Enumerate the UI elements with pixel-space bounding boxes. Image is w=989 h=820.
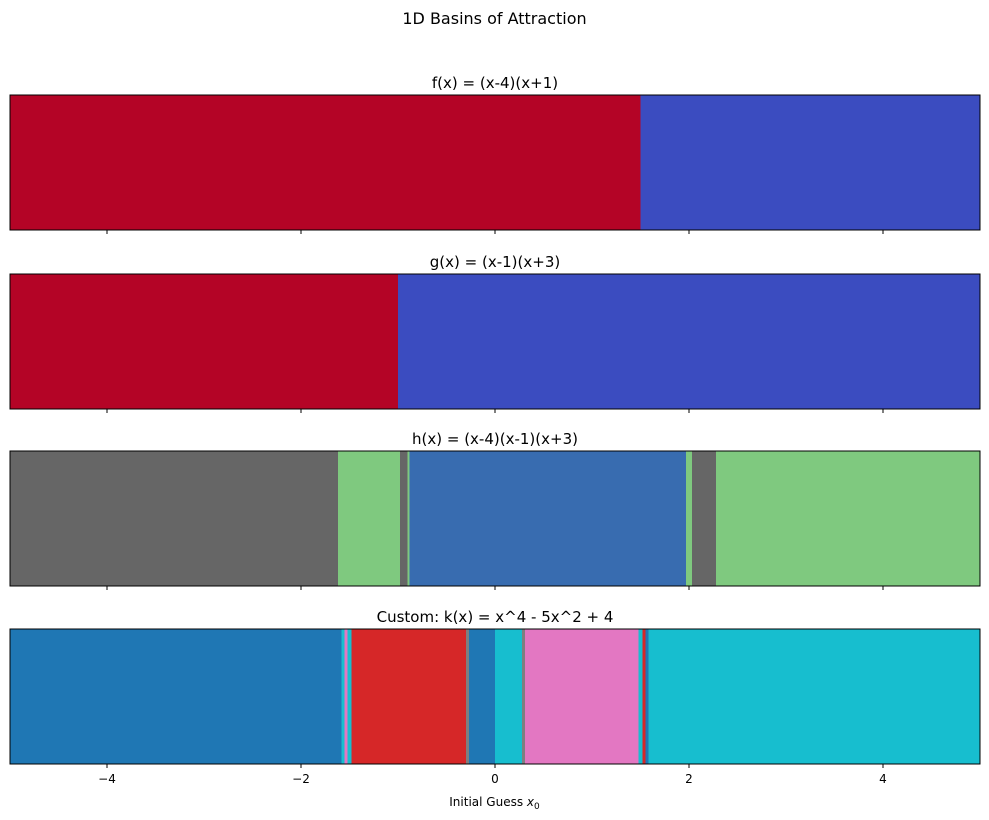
basin-segment bbox=[10, 629, 342, 764]
subplot-title: Custom: k(x) = x^4 - 5x^2 + 4 bbox=[377, 608, 614, 626]
basin-segment bbox=[522, 629, 526, 764]
basin-segment bbox=[645, 629, 649, 764]
basin-segment bbox=[642, 629, 646, 764]
basin-segment bbox=[347, 629, 352, 764]
basin-segment bbox=[10, 451, 338, 586]
basin-segment bbox=[351, 629, 466, 764]
basin-segment bbox=[10, 95, 641, 230]
subplot-1: f(x) = (x-4)(x+1) bbox=[9, 74, 981, 234]
basin-segment bbox=[716, 451, 980, 586]
basin-segment bbox=[337, 451, 400, 586]
basin-segment bbox=[691, 451, 717, 586]
basin-segment bbox=[638, 629, 643, 764]
subplot-title: h(x) = (x-4)(x-1)(x+3) bbox=[412, 430, 578, 448]
x-tick-label: −4 bbox=[98, 772, 116, 786]
basin-segment bbox=[341, 629, 345, 764]
basin-segment bbox=[407, 451, 410, 586]
x-tick-label: 0 bbox=[491, 772, 499, 786]
basin-segment bbox=[495, 629, 523, 764]
subplot-title: f(x) = (x-4)(x+1) bbox=[432, 74, 558, 92]
basin-segment bbox=[686, 451, 692, 586]
basin-segment bbox=[409, 451, 687, 586]
basin-segment bbox=[398, 274, 980, 409]
basin-segment bbox=[468, 629, 495, 764]
subplot-title: g(x) = (x-1)(x+3) bbox=[430, 253, 560, 271]
x-tick-label: −2 bbox=[292, 772, 310, 786]
basin-segment bbox=[648, 629, 980, 764]
basin-segment bbox=[344, 629, 348, 764]
figure-suptitle: 1D Basins of Attraction bbox=[402, 9, 586, 28]
x-tick-label: 2 bbox=[685, 772, 693, 786]
basin-segment bbox=[399, 451, 408, 586]
subplot-panels: f(x) = (x-4)(x+1) g(x) = (x-1)(x+3) h(x) =… bbox=[9, 74, 981, 786]
subplot-2: g(x) = (x-1)(x+3) bbox=[9, 253, 981, 413]
subplot-3: h(x) = (x-4)(x-1)(x+3) bbox=[9, 430, 981, 590]
x-tick-label: 4 bbox=[879, 772, 887, 786]
subplot-4: Custom: k(x) = x^4 - 5x^2 + 4 −4 −2 0 2 4 bbox=[9, 608, 981, 786]
basin-segment bbox=[465, 629, 469, 764]
basin-segment bbox=[10, 274, 398, 409]
x-axis-label: Initial Guess x0 bbox=[449, 795, 540, 812]
basin-segment bbox=[525, 629, 639, 764]
basin-segment bbox=[640, 95, 980, 230]
